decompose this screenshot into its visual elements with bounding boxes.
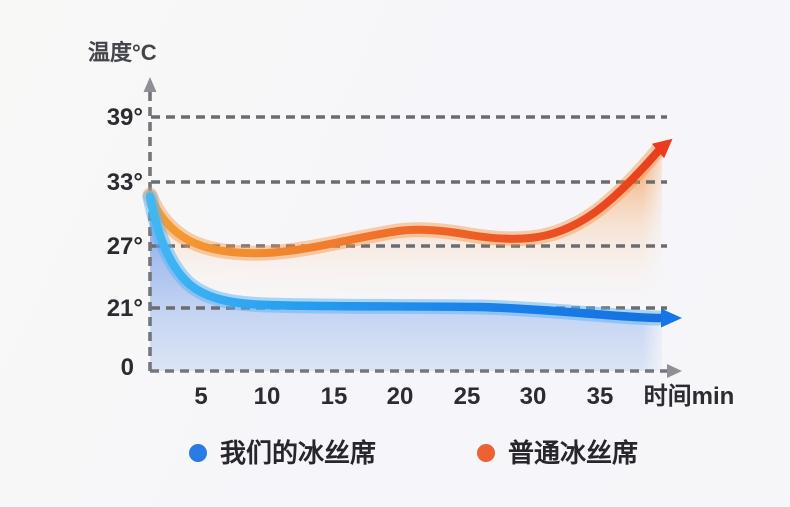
x-tick-5: 5 bbox=[194, 383, 207, 410]
x-tick-20: 20 bbox=[387, 383, 414, 410]
x-tick-15: 15 bbox=[321, 383, 348, 410]
legend: 我们的冰丝席 普通冰丝席 bbox=[0, 438, 790, 470]
y-tick-21: 21° bbox=[107, 295, 143, 322]
x-tick-10: 10 bbox=[254, 383, 281, 410]
legend-dot-ordinary-icon bbox=[477, 444, 495, 462]
x-axis-arrow-icon bbox=[667, 364, 682, 378]
series-ordinary-line bbox=[146, 145, 664, 258]
legend-dot-our-icon bbox=[189, 444, 207, 462]
y-tick-27: 27° bbox=[107, 233, 143, 260]
x-tick-25: 25 bbox=[454, 383, 481, 410]
y-axis-title: 温度°C bbox=[88, 40, 157, 65]
series-our-area-fill bbox=[150, 197, 662, 371]
series-ordinary-arrow-icon bbox=[651, 138, 673, 159]
legend-item-our: 我们的冰丝席 bbox=[189, 438, 376, 468]
legend-label-ordinary: 普通冰丝席 bbox=[508, 438, 639, 468]
series-our-arrow-icon bbox=[661, 308, 682, 328]
x-tick-35: 35 bbox=[587, 383, 614, 410]
series-our-line bbox=[145, 192, 666, 323]
y-tick-39: 39° bbox=[107, 104, 143, 131]
y-tick-33: 33° bbox=[107, 169, 143, 196]
y-axis-arrow-icon bbox=[143, 77, 157, 92]
y-tick-0: 0 bbox=[121, 354, 134, 381]
x-axis-title: 时间min bbox=[644, 383, 735, 410]
legend-label-our: 我们的冰丝席 bbox=[220, 438, 377, 468]
x-tick-30: 30 bbox=[520, 383, 547, 410]
legend-item-ordinary: 普通冰丝席 bbox=[477, 438, 638, 468]
